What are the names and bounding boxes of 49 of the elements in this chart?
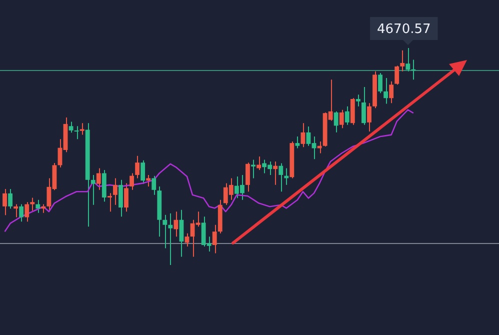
candlestick (300, 122, 306, 148)
candlestick (389, 80, 394, 104)
candlestick (168, 212, 173, 266)
candlestick (246, 162, 250, 192)
candlestick (179, 209, 184, 258)
candlestick (140, 160, 146, 184)
candlestick (212, 224, 217, 254)
candlestick (339, 109, 344, 129)
candlestick (112, 178, 118, 206)
annotation: 4670.57 (377, 22, 431, 37)
candlestick (74, 126, 79, 140)
candlestick (367, 102, 372, 132)
candlestick (107, 192, 112, 212)
candlestick (295, 136, 300, 149)
candlestick (334, 110, 338, 133)
candlestick (384, 77, 388, 104)
candlestick (8, 188, 12, 210)
candlestick (24, 202, 30, 222)
candlestick (146, 174, 151, 187)
candlestick (118, 179, 123, 218)
candlestick (174, 211, 178, 238)
candlestick (96, 168, 101, 190)
candlestick (135, 155, 140, 179)
candlestick (184, 232, 190, 248)
candlestick (411, 59, 416, 80)
candlestick (356, 94, 360, 107)
candlestick (19, 204, 24, 222)
candlestick (2, 188, 7, 216)
candlestick (36, 199, 40, 214)
candlestick (152, 175, 156, 196)
candlestick (361, 86, 366, 126)
candlestick (394, 65, 400, 86)
candlestick (162, 214, 168, 249)
candlestick (256, 156, 261, 170)
candlestick (378, 72, 382, 94)
candlestick (124, 182, 128, 212)
candlestick (30, 197, 35, 212)
candlestick (14, 204, 18, 218)
candlestick (317, 141, 322, 154)
candlestick (278, 162, 284, 192)
candlestick (400, 50, 405, 72)
candlestick (90, 174, 96, 206)
candlestick (273, 160, 278, 186)
candlestick (130, 172, 134, 190)
candlestick (344, 106, 350, 126)
candlestick (68, 121, 74, 134)
candlestick (251, 159, 256, 179)
candlestick (80, 122, 84, 136)
candlestick (406, 48, 410, 72)
